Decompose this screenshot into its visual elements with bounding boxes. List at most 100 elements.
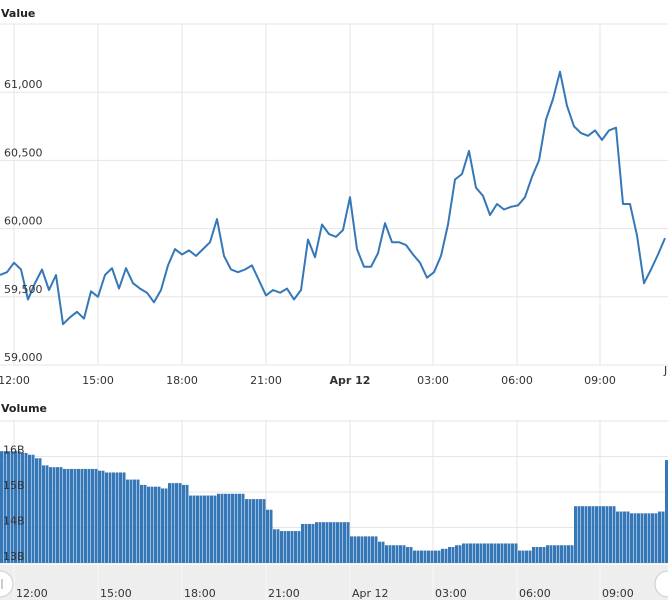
navigator-x-tick-label: Apr 12 — [352, 587, 389, 600]
value-y-tick-label: 59,500 — [4, 283, 43, 296]
volume-bar — [154, 486, 157, 563]
volume-bar — [371, 536, 374, 563]
value-y-tick-label: 60,000 — [4, 215, 43, 228]
volume-bar — [273, 529, 276, 563]
volume-bar — [189, 495, 192, 563]
volume-bar — [178, 483, 182, 563]
volume-bar — [493, 543, 497, 563]
volume-bar — [626, 511, 630, 563]
volume-bar — [367, 536, 371, 563]
volume-bar — [535, 547, 539, 563]
volume-bar — [266, 509, 269, 563]
volume-bar — [609, 506, 612, 563]
volume-bar — [262, 499, 266, 563]
volume-bar — [430, 550, 434, 563]
volume-bar — [420, 550, 423, 563]
volume-bar — [378, 541, 381, 563]
volume-bar — [514, 543, 518, 563]
volume-bar — [241, 493, 245, 563]
volume-y-tick-label: 15B — [3, 479, 25, 492]
volume-bar — [444, 548, 448, 563]
volume-bar — [217, 493, 220, 563]
volume-bar — [119, 472, 122, 563]
volume-bar — [269, 509, 273, 563]
volume-bar — [129, 479, 133, 563]
volume-bar — [570, 545, 574, 563]
volume-bar — [532, 547, 535, 563]
volume-bar — [602, 506, 605, 563]
volume-bar — [210, 495, 213, 563]
navigator-background[interactable] — [0, 565, 668, 600]
volume-bar — [108, 472, 112, 563]
volume-bar — [98, 470, 101, 563]
volume-bar — [385, 545, 388, 563]
volume-bar — [497, 543, 500, 563]
volume-bar — [290, 531, 294, 563]
volume-bar — [175, 483, 178, 563]
volume-bar — [413, 550, 416, 563]
volume-bar — [647, 513, 651, 563]
volume-bar — [185, 484, 189, 563]
volume-bar — [66, 468, 70, 563]
volume-bar — [150, 486, 154, 563]
volume-bar — [143, 484, 147, 563]
volume-bar — [633, 513, 637, 563]
volume-bar — [623, 511, 626, 563]
volume-bar — [105, 472, 108, 563]
volume-bar — [644, 513, 647, 563]
volume-bar — [490, 543, 493, 563]
volume-bar — [238, 493, 241, 563]
volume-bar — [511, 543, 514, 563]
volume-bar — [77, 468, 80, 563]
volume-bar — [171, 483, 175, 563]
volume-bar — [182, 484, 185, 563]
volume-bar — [577, 506, 581, 563]
volume-bar — [0, 451, 3, 563]
volume-bar — [437, 550, 441, 563]
value-x-tick-label: 03:00 — [417, 374, 449, 387]
volume-bar — [507, 543, 511, 563]
navigator-right-handle[interactable] — [654, 570, 668, 598]
navigator-x-tick-label: 12:00 — [16, 587, 48, 600]
volume-bar — [574, 506, 577, 563]
volume-bar — [3, 451, 7, 563]
volume-bar — [605, 506, 609, 563]
volume-bar — [322, 522, 325, 563]
navigator-x-tick-label: 09:00 — [602, 587, 634, 600]
volume-bar — [227, 493, 231, 563]
volume-bar — [224, 493, 227, 563]
volume-bar — [168, 483, 171, 563]
navigator-left-handle[interactable] — [0, 570, 14, 598]
volume-bar — [563, 545, 567, 563]
navigator-grid — [13, 565, 601, 600]
volume-bar — [84, 468, 87, 563]
volume-bar — [101, 470, 105, 563]
volume-bar — [45, 465, 49, 563]
volume-bar — [598, 506, 602, 563]
volume-bar — [343, 522, 346, 563]
volume-y-tick-label: 16B — [3, 444, 25, 457]
volume-bar — [612, 506, 616, 563]
volume-bar — [441, 548, 444, 563]
volume-bar — [31, 454, 35, 563]
volume-bar — [448, 547, 451, 563]
volume-bar — [637, 513, 640, 563]
value-y-axis: 59,000 59,500 60,000 60,500 61,000 — [4, 78, 43, 364]
volume-bar — [280, 531, 283, 563]
volume-bar — [248, 499, 252, 563]
navigator-x-tick-label: 15:00 — [100, 587, 132, 600]
volume-bar — [339, 522, 343, 563]
volume-bar — [591, 506, 595, 563]
volume-bar — [581, 506, 584, 563]
volume-bar — [199, 495, 203, 563]
volume-bar — [206, 495, 210, 563]
volume-bar — [521, 550, 525, 563]
navigator-x-axis: 12:00 15:00 18:00 21:00 Apr 12 03:00 06:00 09:0… — [16, 587, 634, 600]
volume-y-axis: 13B 14B 15B 16B — [3, 444, 25, 564]
volume-bar — [35, 458, 38, 563]
value-x-tick-label: Apr 12 — [330, 374, 371, 387]
volume-bar — [52, 467, 56, 563]
volume-bar — [59, 467, 63, 563]
volume-bar — [479, 543, 483, 563]
value-x-axis: 12:00 15:00 18:00 21:00 Apr 12 03:00 06:00 09:0… — [0, 364, 667, 387]
